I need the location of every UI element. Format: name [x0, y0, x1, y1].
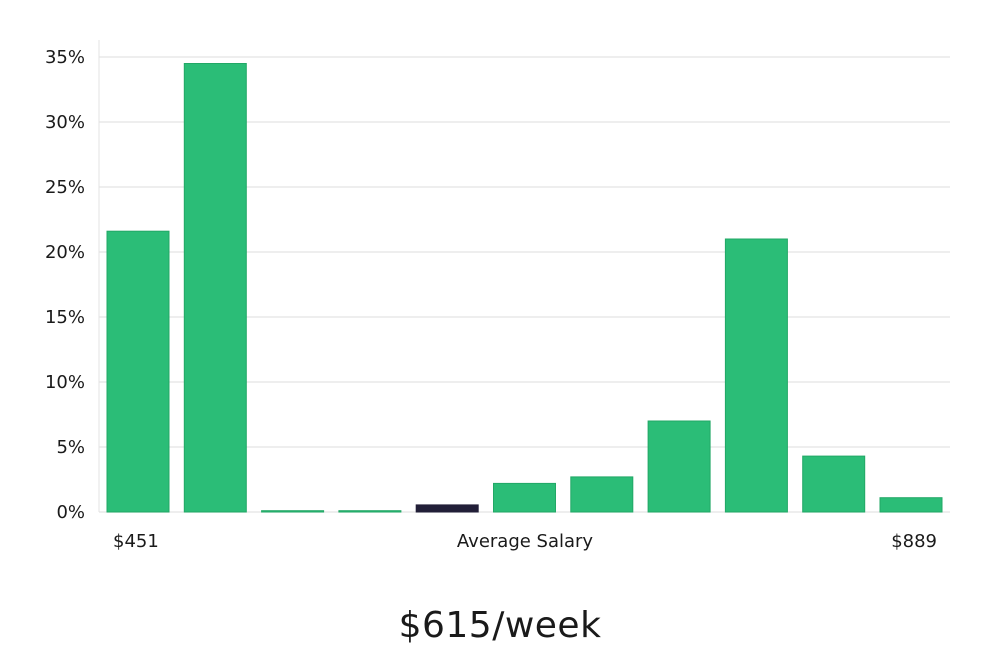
bar [261, 510, 325, 513]
bar-highlighted [415, 504, 479, 513]
y-axis-ticks: 0% 5% 10% 15% 20% 25% 30% 35% [45, 47, 85, 523]
y-tick-label: 0% [56, 502, 85, 523]
bar [802, 455, 866, 513]
y-tick-label: 10% [45, 372, 85, 393]
bar [183, 63, 247, 513]
y-tick-label: 20% [45, 242, 85, 263]
x-max-label: $889 [891, 531, 937, 552]
bar [338, 510, 402, 513]
average-salary-caption: $615/week [398, 605, 602, 646]
x-center-label: Average Salary [457, 531, 594, 552]
bar [647, 420, 711, 513]
y-tick-label: 30% [45, 112, 85, 133]
chart-canvas: 0% 5% 10% 15% 20% 25% 30% 35% $451 Average Sala… [45, 40, 950, 552]
bars [106, 63, 943, 513]
bar [724, 238, 788, 513]
y-tick-label: 35% [45, 47, 85, 68]
y-tick-label: 25% [45, 177, 85, 198]
bar [570, 476, 634, 513]
y-tick-label: 15% [45, 307, 85, 328]
bar [879, 497, 943, 513]
bar [493, 482, 556, 513]
x-min-label: $451 [113, 531, 159, 552]
y-tick-label: 5% [56, 437, 85, 458]
bar [106, 230, 170, 513]
